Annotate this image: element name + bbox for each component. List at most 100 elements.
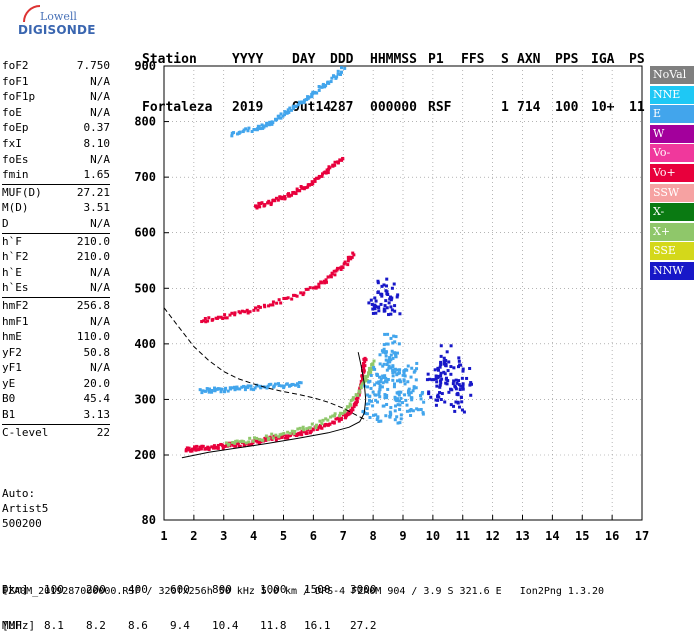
trace-point [453, 409, 457, 413]
trace-point [252, 308, 256, 312]
x-tick-label: 5 [280, 529, 287, 543]
trace-point [413, 369, 417, 373]
trace-point [242, 128, 246, 132]
trace-point [289, 108, 293, 112]
trace-point [404, 398, 408, 402]
trace-point [393, 409, 397, 413]
trace-point [333, 414, 337, 418]
trace-point [224, 441, 228, 445]
y-tick-label: 200 [134, 448, 156, 462]
trace-point [437, 368, 441, 372]
trace-point [336, 160, 340, 164]
trace-point [247, 443, 251, 447]
trace-point [377, 380, 381, 384]
trace-point [330, 76, 334, 80]
trace-point [387, 301, 391, 305]
trace-point [281, 114, 285, 118]
trace-point [445, 376, 449, 380]
trace-point [449, 403, 453, 407]
header-label-1: YYYY [232, 52, 264, 67]
x-tick-label: 2 [190, 529, 197, 543]
trace-point [456, 400, 460, 404]
trace-point [266, 201, 270, 205]
trace-point [364, 358, 368, 362]
param-row: foE N/A [2, 105, 110, 121]
header-value-9: 100 [555, 100, 579, 115]
header-value-1: 2019 [232, 100, 264, 115]
header-value-8: 714 [517, 100, 541, 115]
trace-point [439, 344, 443, 348]
trace-point [382, 307, 386, 311]
legend-entry-noval: NoVal [650, 66, 694, 84]
trace-point [317, 85, 321, 89]
trace-point [415, 367, 419, 371]
trace-point [446, 369, 450, 373]
trace-point [347, 405, 351, 409]
trace-point [216, 446, 220, 450]
trace-point [434, 374, 438, 378]
param-value: 1.65 [83, 168, 111, 182]
trace-point [278, 433, 282, 437]
trace-point [385, 306, 389, 310]
trace-point [401, 401, 405, 405]
trace-point [290, 297, 294, 301]
trace-point [366, 385, 370, 389]
trace-point [285, 111, 289, 115]
param-divider [2, 232, 110, 234]
trace-point [313, 177, 317, 181]
trace-point [374, 299, 378, 303]
trace-point [343, 66, 347, 70]
trace-point [387, 313, 391, 317]
trace-point [332, 421, 336, 425]
trace-point [238, 440, 242, 444]
trace-point [389, 298, 393, 302]
trace-point [339, 267, 343, 271]
trace-point [395, 397, 399, 401]
trace-point [449, 372, 453, 376]
param-value: N/A [90, 314, 110, 328]
trace-point [396, 368, 400, 372]
param-value: 50.8 [83, 345, 111, 359]
trace-point [302, 430, 306, 434]
trace-point [267, 199, 271, 203]
param-value: N/A [90, 216, 110, 230]
trace-point [282, 384, 286, 388]
trace-point [264, 434, 268, 438]
param-key: h`F2 [2, 250, 29, 264]
trace-point [376, 279, 380, 283]
trace-point [433, 368, 437, 372]
trace-point [200, 391, 204, 395]
trace-point [438, 365, 442, 369]
trace-point [320, 422, 324, 426]
trace-point [279, 116, 283, 120]
trace-point [198, 447, 202, 451]
trace-point [295, 187, 299, 191]
trace-point [460, 400, 464, 404]
y-tick-label: 800 [134, 115, 156, 129]
trace-point [391, 378, 395, 382]
header-value-3: 287 [330, 100, 354, 115]
trace-point [205, 387, 209, 391]
trace-point [393, 351, 397, 355]
trace-point [206, 445, 210, 449]
trace-point [346, 263, 350, 267]
trace-point [371, 390, 375, 394]
trace-point [219, 390, 223, 394]
trace-point [357, 389, 361, 393]
y-tick-label: 700 [134, 170, 156, 184]
trace-point [241, 130, 245, 134]
param-key: C-level [2, 425, 49, 439]
trace-point [375, 418, 379, 422]
trace-point [253, 386, 257, 390]
param-value: 8.10 [83, 136, 111, 150]
param-value: N/A [90, 152, 110, 166]
trace-point [383, 304, 387, 308]
legend-entry-vo: Vo+ [650, 163, 694, 182]
trace-point [316, 425, 320, 429]
x-tick-label: 14 [545, 529, 559, 543]
trace-point [266, 384, 270, 388]
trace-point [283, 195, 287, 199]
trace-point [409, 375, 413, 379]
trace-point [355, 400, 359, 404]
trace-point [390, 349, 394, 353]
